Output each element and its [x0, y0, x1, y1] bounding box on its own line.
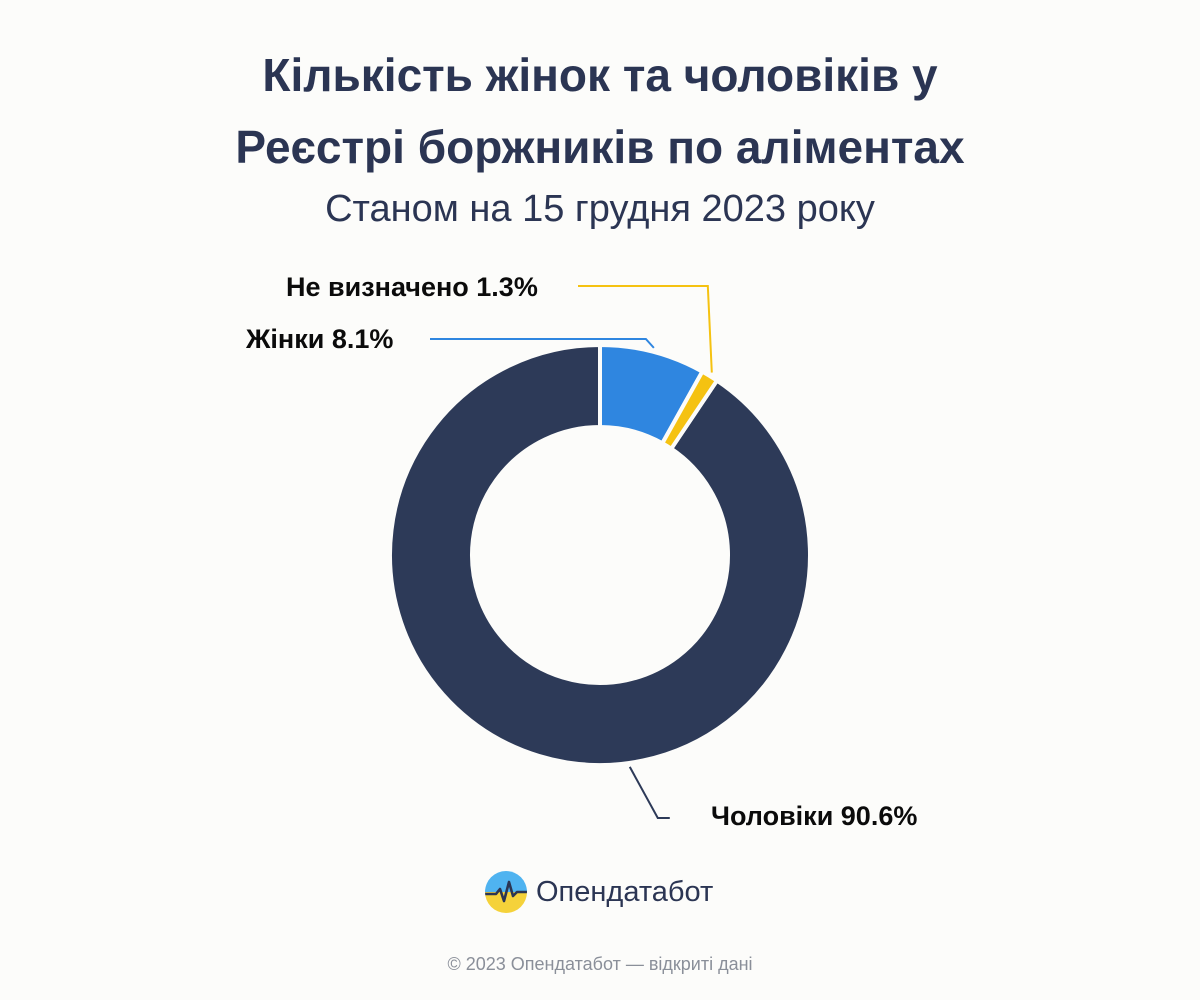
brand: Опендатабот [484, 870, 713, 914]
slice-label-men: Чоловіки 90.6% [711, 801, 918, 831]
opendatabot-logo-icon [485, 871, 527, 913]
chart-title-line1: Кількість жінок та чоловіків у [262, 49, 938, 101]
slice-undefined [660, 369, 719, 451]
brand-name: Опендатабот [536, 875, 714, 908]
leader-line-undefined [578, 285, 713, 373]
chart-title-line2: Реєстрі боржників по аліментах [235, 121, 965, 173]
leader-line-women [430, 338, 655, 349]
leader-line-men [628, 766, 670, 819]
slice-men [388, 343, 812, 767]
chart-subtitle: Станом на 15 грудня 2023 року [325, 188, 875, 230]
slice-label-women: Жінки 8.1% [246, 324, 394, 354]
slice-label-undefined: Не визначено 1.3% [286, 272, 538, 302]
footer-copyright: © 2023 Опендатабот — відкриті дані [447, 954, 753, 974]
